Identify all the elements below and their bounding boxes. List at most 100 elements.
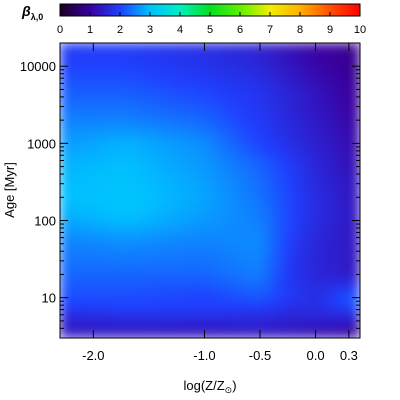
heatmap-cell [352,94,360,103]
heatmap-cell [239,175,248,184]
heatmap-cell [142,49,151,59]
heatmap-cell [172,160,181,169]
heatmap-cell [67,86,76,96]
heatmap-cell [142,64,151,73]
heatmap-cell [74,145,83,155]
heatmap-cell [134,72,143,81]
heatmap-cell [97,49,106,59]
heatmap-cell [179,285,188,295]
heatmap-cell [284,256,293,265]
heatmap-cell [89,108,98,118]
heatmap-cell [157,138,166,147]
heatmap-cell [307,131,316,140]
heatmap-cell [352,64,360,73]
heatmap-cell [172,212,181,221]
heatmap-cell [247,108,256,118]
heatmap-cell [157,212,166,221]
heatmap-cell [329,271,338,280]
heatmap-cell [322,212,331,221]
heatmap-cell [164,86,173,96]
heatmap-cell [352,271,360,280]
heatmap-cell [307,175,316,184]
heatmap-cell [239,278,248,287]
heatmap-cell [104,138,113,147]
heatmap-cell [112,116,121,125]
heatmap-cell [82,293,91,302]
heatmap-cell [284,175,293,184]
heatmap-cell [142,300,151,309]
heatmap-cell [337,153,346,162]
heatmap-cell [314,293,323,302]
heatmap-cell [82,263,91,273]
heatmap-cell [202,160,211,169]
heatmap-cell [224,145,233,155]
heatmap-cell [299,101,308,110]
heatmap-cell [172,322,181,332]
heatmap-cell [254,116,263,125]
heatmap-cell [134,79,143,88]
heatmap-cell [67,256,76,265]
heatmap-cell [187,131,196,140]
heatmap-cell [314,123,323,132]
heatmap-cell [322,204,331,214]
heatmap-cell [202,219,211,228]
heatmap-cell [344,101,353,110]
heatmap-cell [60,249,68,258]
heatmap-cell [89,241,98,250]
heatmap-cell [179,219,188,228]
heatmap-cell [322,234,331,243]
heatmap-cell [60,226,68,236]
heatmap-cell [277,49,286,59]
heatmap-cell [217,278,226,287]
heatmap-cell [217,167,226,177]
heatmap-cell [67,101,76,110]
heatmap-cell [329,300,338,309]
heatmap-cell [202,226,211,236]
heatmap-cell [277,182,286,191]
heatmap-cell [67,241,76,250]
heatmap-cell [104,94,113,103]
heatmap-cell [142,190,151,199]
heatmap-cell [82,330,91,338]
heatmap-cell [60,308,68,317]
heatmap-cell [277,219,286,228]
heatmap-cell [247,86,256,96]
heatmap-cell [254,57,263,66]
heatmap-cell [60,175,68,184]
heatmap-cell [344,300,353,309]
heatmap-cell [127,43,136,51]
heatmap-cell [157,43,166,51]
heatmap-cell [352,204,360,214]
heatmap-cell [194,278,203,287]
heatmap-cell [209,197,218,206]
heatmap-cell [187,197,196,206]
heatmap-cell [329,322,338,332]
heatmap-cell [97,57,106,66]
heatmap-cell [194,175,203,184]
heatmap-cell [112,300,121,309]
heatmap-cell [112,256,121,265]
heatmap-cell [164,330,173,338]
heatmap-cell [284,330,293,338]
heatmap-cell [89,153,98,162]
heatmap-cell [322,300,331,309]
heatmap-cell [247,94,256,103]
heatmap-cell [262,79,271,88]
colorbar-tick-label: 6 [237,24,243,36]
heatmap-cell [292,49,301,59]
heatmap-cell [157,330,166,338]
heatmap-cell [134,219,143,228]
heatmap-cell [262,138,271,147]
heatmap-cell [134,241,143,250]
heatmap-cell [97,197,106,206]
heatmap-cell [247,315,256,324]
heatmap-cell [209,212,218,221]
heatmap-cell [262,271,271,280]
heatmap-cell [239,212,248,221]
heatmap-cell [247,167,256,177]
heatmap-cell [134,101,143,110]
heatmap-cell [157,153,166,162]
heatmap-cell [67,234,76,243]
heatmap-cell [269,226,278,236]
heatmap-cell [67,271,76,280]
